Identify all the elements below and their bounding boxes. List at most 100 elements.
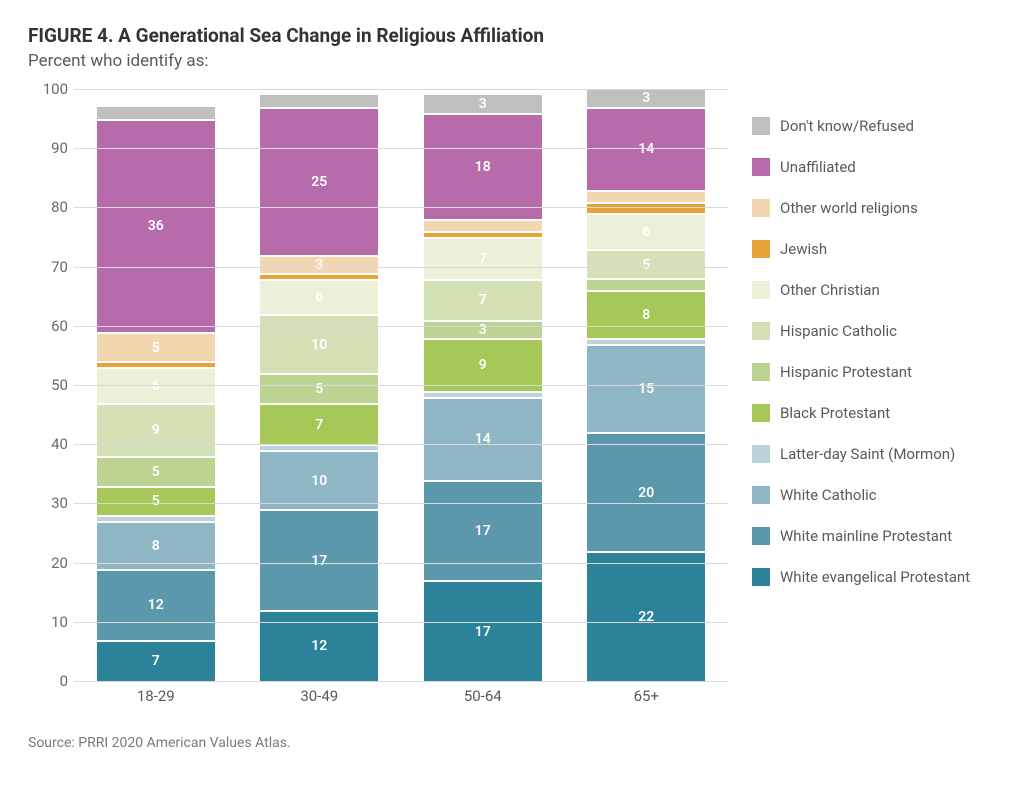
gridline bbox=[74, 503, 728, 504]
bar-segment-white_mainline: 20 bbox=[587, 432, 705, 550]
legend-item-dk_refused: Don't know/Refused bbox=[752, 117, 970, 135]
bar-segment-other_christian: 7 bbox=[424, 237, 542, 278]
gridline bbox=[74, 207, 728, 208]
legend-label: Don't know/Refused bbox=[780, 117, 914, 135]
legend-swatch bbox=[752, 117, 770, 135]
y-tick-label: 0 bbox=[28, 672, 68, 690]
legend-swatch bbox=[752, 445, 770, 463]
legend-label: Hispanic Catholic bbox=[780, 322, 897, 340]
bar-segment-white_evangelical: 12 bbox=[260, 610, 378, 681]
y-tick-label: 60 bbox=[28, 317, 68, 335]
bar-segment-white_evangelical: 17 bbox=[424, 580, 542, 681]
legend-swatch bbox=[752, 199, 770, 217]
bar-segment-white_catholic: 14 bbox=[424, 397, 542, 480]
legend-item-white_catholic: White Catholic bbox=[752, 486, 970, 504]
gridline bbox=[74, 89, 728, 90]
y-tick-label: 90 bbox=[28, 139, 68, 157]
legend-swatch bbox=[752, 281, 770, 299]
gridline bbox=[74, 385, 728, 386]
gridline bbox=[74, 148, 728, 149]
legend: Don't know/Refused Unaffiliated Other worl… bbox=[752, 117, 970, 609]
legend-label: White mainline Protestant bbox=[780, 527, 952, 545]
bar-segment-hispanic_catholic: 9 bbox=[97, 403, 215, 456]
bar-segment-hispanic_catholic: 10 bbox=[260, 314, 378, 373]
bar-segment-hispanic_protestant bbox=[587, 278, 705, 290]
legend-swatch bbox=[752, 486, 770, 504]
bar-segment-white_mainline: 12 bbox=[97, 569, 215, 640]
source-line: Source: PRRI 2020 American Values Atlas. bbox=[28, 735, 996, 751]
gridline bbox=[74, 326, 728, 327]
bar-segment-white_evangelical: 7 bbox=[97, 640, 215, 681]
legend-label: Hispanic Protestant bbox=[780, 363, 912, 381]
legend-item-other_world: Other world religions bbox=[752, 199, 970, 217]
gridline bbox=[74, 444, 728, 445]
stacked-bar: 12171075106325 bbox=[260, 95, 378, 681]
y-tick-label: 80 bbox=[28, 198, 68, 216]
legend-label: Black Protestant bbox=[780, 404, 890, 422]
bar-segment-hispanic_protestant: 3 bbox=[424, 320, 542, 338]
bar-segment-dk_refused: 3 bbox=[424, 95, 542, 113]
chart-wrap: 7128559653612171075106325171714937718322… bbox=[28, 89, 996, 709]
x-tick-label: 65+ bbox=[587, 681, 705, 709]
legend-label: White Catholic bbox=[780, 486, 877, 504]
bar-segment-hispanic_protestant: 5 bbox=[260, 373, 378, 403]
legend-item-hispanic_catholic: Hispanic Catholic bbox=[752, 322, 970, 340]
gridline bbox=[74, 563, 728, 564]
y-tick-label: 50 bbox=[28, 376, 68, 394]
bar-segment-dk_refused bbox=[97, 107, 215, 119]
figure-subtitle: Percent who identify as: bbox=[28, 51, 996, 71]
legend-item-lds: Latter-day Saint (Mormon) bbox=[752, 445, 970, 463]
y-tick-label: 40 bbox=[28, 435, 68, 453]
bar-segment-white_evangelical: 22 bbox=[587, 551, 705, 681]
bar-segment-hispanic_catholic: 7 bbox=[424, 279, 542, 320]
legend-swatch bbox=[752, 363, 770, 381]
legend-swatch bbox=[752, 404, 770, 422]
legend-label: White evangelical Protestant bbox=[780, 568, 970, 586]
legend-item-jewish: Jewish bbox=[752, 240, 970, 258]
y-tick-label: 20 bbox=[28, 554, 68, 572]
legend-item-white_mainline: White mainline Protestant bbox=[752, 527, 970, 545]
bar-segment-unaffiliated: 36 bbox=[97, 119, 215, 332]
legend-item-unaffiliated: Unaffiliated bbox=[752, 158, 970, 176]
bar-segment-other_christian: 6 bbox=[587, 213, 705, 249]
bar-segment-white_mainline: 17 bbox=[260, 509, 378, 610]
legend-label: Latter-day Saint (Mormon) bbox=[780, 445, 955, 463]
legend-label: Jewish bbox=[780, 240, 827, 258]
stacked-bar: 1717149377183 bbox=[424, 95, 542, 681]
gridline bbox=[74, 267, 728, 268]
bar-segment-other_world: 5 bbox=[97, 332, 215, 362]
stacked-bar: 71285596536 bbox=[97, 107, 215, 681]
bar-segment-black_protestant: 9 bbox=[424, 338, 542, 391]
legend-item-hispanic_protestant: Hispanic Protestant bbox=[752, 363, 970, 381]
bar-segment-unaffiliated: 25 bbox=[260, 107, 378, 255]
legend-swatch bbox=[752, 322, 770, 340]
chart-area: 7128559653612171075106325171714937718322… bbox=[28, 89, 728, 709]
legend-swatch bbox=[752, 527, 770, 545]
legend-swatch bbox=[752, 240, 770, 258]
y-tick-label: 100 bbox=[28, 80, 68, 98]
bar-segment-other_world bbox=[587, 190, 705, 202]
bar-segment-white_mainline: 17 bbox=[424, 480, 542, 581]
x-axis-labels: 18-2930-4950-6465+ bbox=[74, 681, 728, 709]
y-tick-label: 70 bbox=[28, 258, 68, 276]
y-tick-label: 30 bbox=[28, 494, 68, 512]
bar-segment-black_protestant: 8 bbox=[587, 290, 705, 337]
bar-segment-other_world: 3 bbox=[260, 255, 378, 273]
bar-segment-hispanic_protestant: 5 bbox=[97, 456, 215, 486]
legend-item-black_protestant: Black Protestant bbox=[752, 404, 970, 422]
y-tick-label: 10 bbox=[28, 613, 68, 631]
plot-region: 7128559653612171075106325171714937718322… bbox=[74, 89, 728, 681]
bar-segment-white_catholic: 8 bbox=[97, 521, 215, 568]
bar-segment-white_catholic: 10 bbox=[260, 450, 378, 509]
bar-segment-unaffiliated: 18 bbox=[424, 113, 542, 220]
legend-item-white_evangelical: White evangelical Protestant bbox=[752, 568, 970, 586]
bar-segment-dk_refused bbox=[260, 95, 378, 107]
legend-swatch bbox=[752, 158, 770, 176]
bar-segment-other_christian: 6 bbox=[260, 279, 378, 315]
x-tick-label: 30-49 bbox=[260, 681, 378, 709]
legend-label: Unaffiliated bbox=[780, 158, 856, 176]
bar-segment-black_protestant: 5 bbox=[97, 486, 215, 516]
bar-segment-dk_refused: 3 bbox=[587, 89, 705, 107]
bar-segment-black_protestant: 7 bbox=[260, 403, 378, 444]
bar-segment-hispanic_catholic: 5 bbox=[587, 249, 705, 279]
